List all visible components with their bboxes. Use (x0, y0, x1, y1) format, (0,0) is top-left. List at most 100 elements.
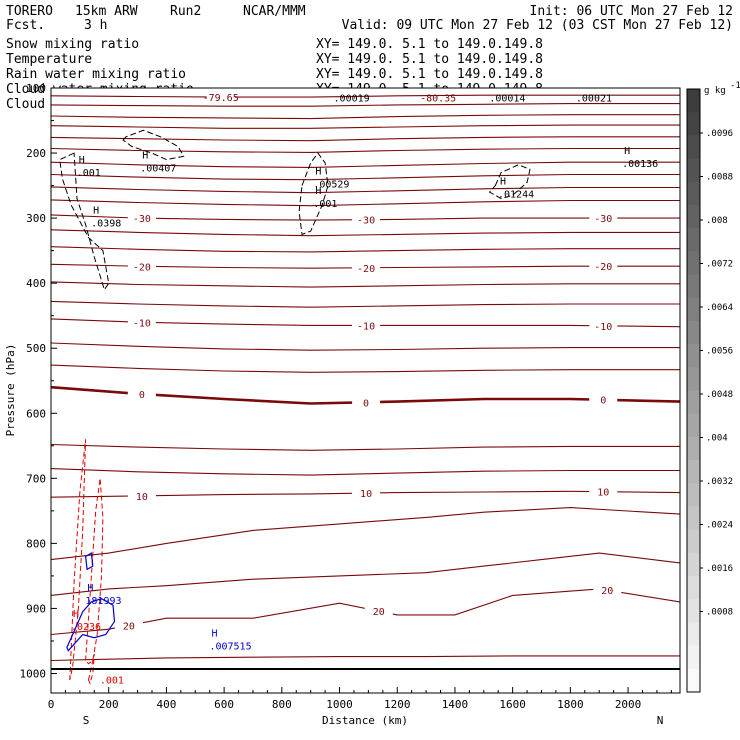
cloud-water-contour (84, 552, 94, 571)
extremum-marker: H (315, 167, 321, 178)
isotherm-label: 10 (136, 492, 148, 503)
colorbar-label: .0088 (706, 173, 733, 183)
isotherm-line (50, 147, 680, 153)
colorbar-label: .0072 (706, 260, 733, 270)
extremum-marker: H (79, 155, 85, 166)
isotherm-label: 0 (600, 396, 606, 407)
isotherm-line (50, 186, 680, 194)
isotherm-label-bg (127, 388, 156, 401)
isotherm-line (50, 173, 680, 181)
colorbar-bin (687, 576, 700, 600)
colorbar-bin (687, 622, 700, 647)
colorbar-bin (687, 112, 700, 136)
isotherm-line (50, 136, 680, 142)
model-org: NCAR/MMM (243, 4, 306, 19)
isotherm-line (50, 443, 680, 451)
colorbar-bin (687, 552, 700, 577)
colorbar-bin (687, 89, 700, 113)
cloud-water-contours (66, 552, 116, 652)
colorbar-bin (687, 413, 700, 438)
isotherm-line (50, 300, 680, 308)
extremum-marker: H (315, 186, 321, 197)
extremum-value: 181993 (85, 596, 121, 607)
isotherm-label: 0 (139, 390, 145, 401)
colorbar-label: .0096 (706, 129, 733, 139)
colorbar-bin (687, 668, 700, 693)
colorbar-label: .0008 (706, 608, 733, 618)
legend-item-name: Rain water mixing ratio (6, 67, 186, 82)
snow-contour (298, 152, 329, 236)
isotherm-label: -20 (594, 262, 612, 273)
isotherm-line (50, 94, 680, 98)
y-tick-label: 200 (26, 147, 46, 160)
extremum-value: .00019 (334, 94, 370, 105)
isotherm-line (50, 103, 680, 107)
snow-contour (122, 129, 185, 161)
extremum-marker: H (142, 150, 148, 161)
isotherm-label: 20 (123, 621, 135, 632)
y-axis-label: Pressure (hPa) (4, 344, 17, 437)
isotherm-label: -10 (357, 321, 375, 332)
extremum-value: .00529 (313, 180, 349, 191)
legend-item-range: XY= 149.0. 5.1 to 149.0.149.8 (316, 37, 543, 52)
isotherm-line (50, 552, 681, 596)
direction-north: N (657, 714, 664, 727)
colorbar-bin (687, 529, 700, 554)
colorbar-unit: g kg (704, 86, 726, 96)
colorbar-label: .0032 (706, 477, 733, 487)
colorbar-bin (687, 367, 700, 391)
isotherm-line (50, 281, 680, 288)
extremum-value: -80.35 (420, 94, 456, 105)
colorbar-label: .008 (706, 216, 728, 226)
x-tick-label: 1800 (557, 698, 584, 711)
x-tick-label: 1600 (499, 698, 526, 711)
legend-item-range: XY= 149.0. 5.1 to 149.0.149.8 (316, 52, 543, 67)
x-tick-label: 400 (156, 698, 176, 711)
y-tick-label: 500 (26, 342, 46, 355)
colorbar-bin (687, 251, 700, 276)
extremum-value: .0398 (91, 219, 121, 230)
isotherm-line (50, 507, 681, 561)
colorbar-bin (687, 320, 700, 345)
colorbar-bin (687, 506, 700, 531)
isotherm-label-bg (589, 393, 618, 406)
x-tick-label: 800 (272, 698, 292, 711)
colorbar-label: .0016 (706, 564, 733, 574)
x-tick-label: 200 (99, 698, 119, 711)
isotherm-label-bg (127, 489, 156, 502)
isotherm-line (50, 342, 680, 351)
isotherm-label-bg (352, 261, 381, 274)
isotherm-line (50, 229, 680, 237)
colorbar-bin (687, 436, 700, 461)
extremum-marker: H (624, 146, 630, 157)
temperature-isotherms: -79.65 -30 -30 -30 -20 -20 -20 -10 -10 -10 0 0 0 10 10… (50, 91, 681, 662)
x-tick-label: 1000 (326, 698, 353, 711)
isotherm-label-bg (352, 487, 381, 500)
x-tick-label: 600 (214, 698, 234, 711)
extremum-marker: H (87, 583, 93, 594)
isotherm-line (50, 468, 680, 476)
isotherm-label-bg (589, 319, 618, 332)
isotherm-line (50, 246, 680, 253)
isotherm-label-bg (593, 584, 622, 597)
extremum-value: .00014 (489, 94, 525, 105)
extremum-value: .00407 (140, 163, 176, 174)
isotherm-label-bg (589, 212, 618, 225)
colorbar-bin (687, 344, 700, 368)
colorbar-bin (687, 181, 700, 206)
isotherm-label: -79.65 (203, 93, 239, 104)
y-tick-label: 600 (26, 407, 46, 420)
figure-header: TORERO 15km ARW Run2 NCAR/MMM Init: 06 U… (6, 4, 733, 33)
colorbar-bin (687, 158, 700, 183)
y-tick-label: 800 (26, 537, 46, 550)
isotherm-label: 0 (363, 398, 369, 409)
init-time: Init: 06 UTC Mon 27 Feb 12 (530, 4, 734, 19)
rain-contour (85, 478, 104, 665)
y-axis: 100 200 300 400 500 600 700 800 900 1000 (20, 82, 57, 680)
isotherm-label-bg (352, 396, 381, 409)
x-tick-label: 1400 (442, 698, 469, 711)
legend-item-name: Temperature (6, 52, 92, 67)
isotherm-label: 10 (597, 488, 609, 499)
colorbar-label: .0056 (706, 347, 733, 357)
extremum-marker: H (93, 206, 99, 217)
